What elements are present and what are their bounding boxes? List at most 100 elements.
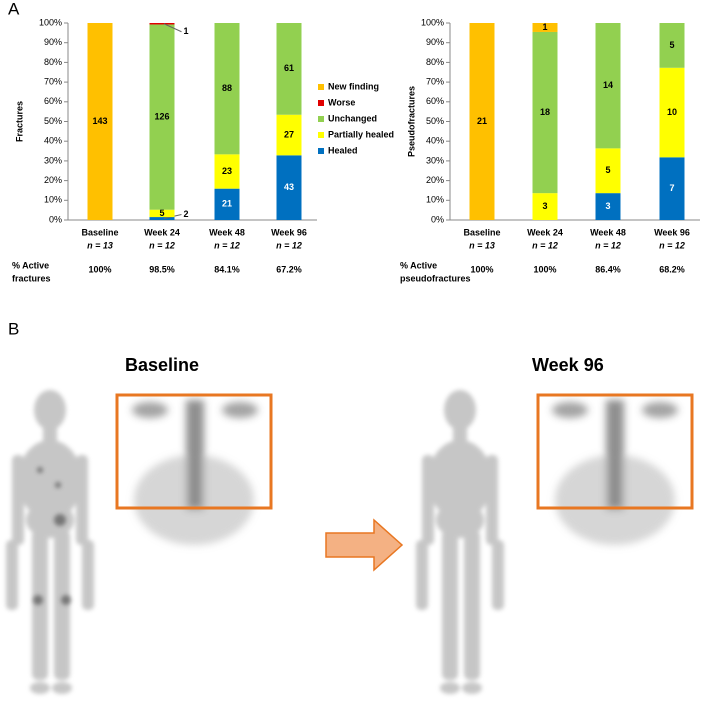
n-label: n = 12 [214,240,240,250]
active-title: % Active [400,260,437,270]
data-label: 23 [222,166,232,176]
y-tick-label: 30% [44,155,62,165]
n-label: n = 12 [276,240,302,250]
bar-segment [87,23,113,220]
n-label: n = 12 [659,240,685,250]
y-tick-label: 80% [426,57,444,67]
bar-segment [149,24,175,210]
scan-title: Week 96 [532,355,604,375]
zoom-frame [115,393,273,510]
x-tick-label: Week 96 [271,227,307,237]
data-label: 10 [667,107,677,117]
bar-segment [469,23,495,220]
bar-segment [659,67,685,158]
n-label: n = 13 [469,240,495,250]
data-label: 5 [605,165,610,175]
y-tick-label: 40% [44,136,62,146]
active-title: fractures [12,273,51,283]
y-axis-title: Fractures [14,101,24,142]
y-tick-label: 100% [421,17,444,27]
bar-segment [149,23,175,25]
active-title: pseudofractures [400,273,471,283]
data-label: 5 [159,208,164,218]
y-tick-label: 10% [44,195,62,205]
data-label: 3 [605,201,610,211]
y-tick-label: 40% [426,136,444,146]
legend-label: Unchanged [328,113,377,123]
x-tick-label: Week 24 [144,227,180,237]
bar-segment [532,193,558,220]
bar-segment [214,188,240,220]
y-tick-label: 90% [44,37,62,47]
data-label: 143 [92,116,107,126]
x-tick-label: Baseline [463,227,500,237]
bar-segment [659,23,685,68]
data-label: 61 [284,63,294,73]
n-label: n = 12 [595,240,621,250]
bar-segment [595,148,621,194]
legend-swatch [318,100,324,106]
x-tick-label: Week 48 [209,227,245,237]
y-tick-label: 20% [44,175,62,185]
bar-segment [659,157,685,220]
bar-segment [276,114,302,156]
bar-segment [214,154,240,189]
legend-swatch [318,132,324,138]
zoom-scan [552,400,678,545]
active-value: 68.2% [659,264,685,274]
data-label: 21 [477,116,487,126]
data-label: 5 [669,40,674,50]
n-label: n = 13 [87,240,113,250]
y-tick-label: 20% [426,175,444,185]
scan-title: Baseline [125,355,199,375]
y-tick-label: 50% [44,116,62,126]
data-label: 3 [542,201,547,211]
legend-swatch [318,116,324,122]
bar-segment [595,193,621,220]
y-tick-label: 80% [44,57,62,67]
x-tick-label: Baseline [81,227,118,237]
bar-segment [276,155,302,220]
active-value: 84.1% [214,264,240,274]
y-tick-label: 90% [426,37,444,47]
data-label: 1 [542,22,547,32]
y-tick-label: 100% [39,17,62,27]
leader-line [163,23,182,33]
data-label: 1 [184,26,189,36]
active-value: 100% [533,264,556,274]
y-tick-label: 30% [426,155,444,165]
legend-label: New finding [328,81,379,91]
active-value: 67.2% [276,264,302,274]
bone-scan [416,390,504,694]
y-axis-title: Pseudofractures [406,86,416,157]
data-label: 2 [184,209,189,219]
data-label: 126 [154,111,169,121]
n-label: n = 12 [149,240,175,250]
y-tick-label: 0% [431,214,444,224]
x-tick-label: Week 48 [590,227,626,237]
active-value: 100% [470,264,493,274]
active-title: % Active [12,260,49,270]
data-label: 27 [284,129,294,139]
y-tick-label: 60% [426,96,444,106]
data-label: 7 [669,183,674,193]
active-value: 86.4% [595,264,621,274]
y-tick-label: 70% [426,76,444,86]
data-label: 43 [284,182,294,192]
active-value: 98.5% [149,264,175,274]
bar-segment [532,23,558,32]
panel-label: B [8,319,19,338]
legend-label: Worse [328,97,355,107]
data-label: 21 [222,199,232,209]
data-label: 18 [540,107,550,117]
legend-label: Partially healed [328,129,394,139]
y-tick-label: 50% [426,116,444,126]
legend-label: Healed [328,145,358,155]
legend-swatch [318,84,324,90]
y-tick-label: 10% [426,195,444,205]
zoom-frame [536,393,694,510]
y-tick-label: 0% [49,214,62,224]
zoom-scan [132,400,258,545]
y-tick-label: 60% [44,96,62,106]
active-value: 100% [88,264,111,274]
